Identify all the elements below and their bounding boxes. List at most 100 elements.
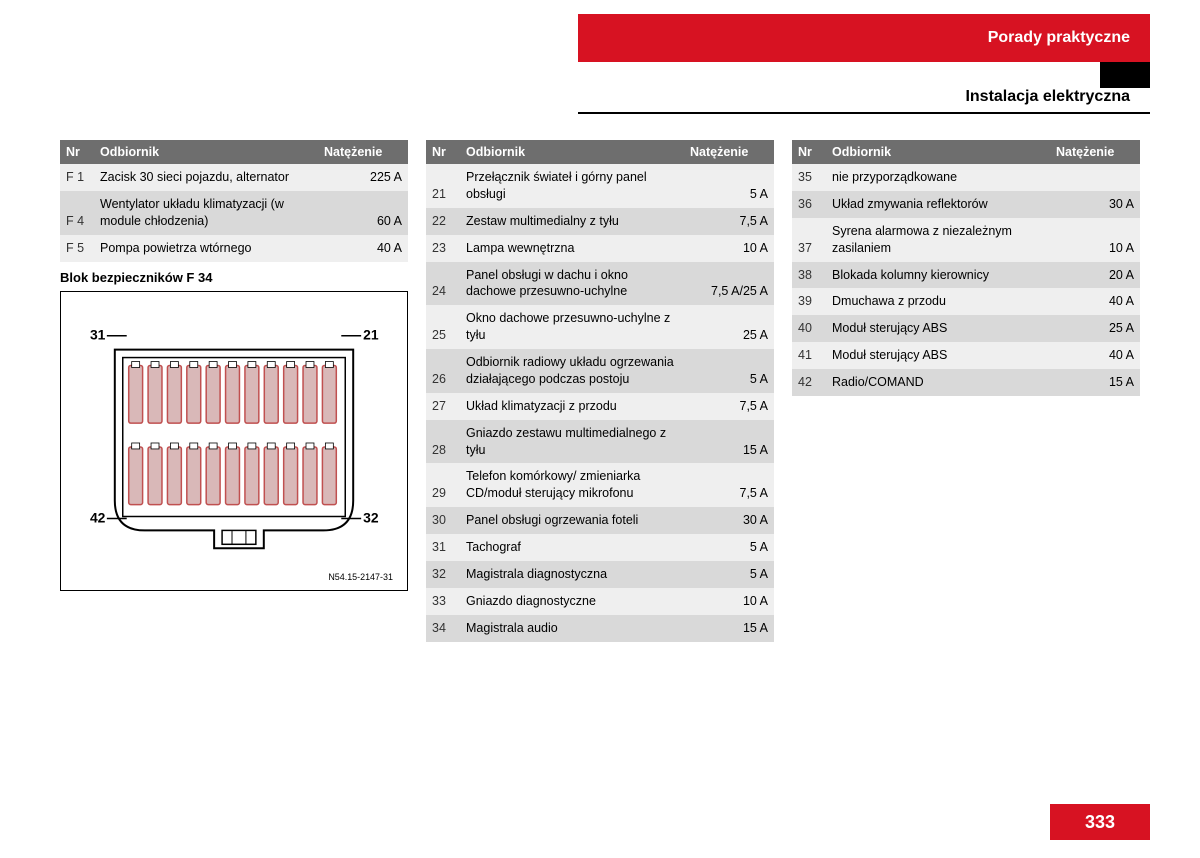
cell-desc: Układ zmywania reflektorów [826,191,1050,218]
diagram-label-42: 42 [90,509,106,525]
cell-desc: nie przyporządkowane [826,164,1050,191]
table-row: 27Układ klimatyzacji z przodu7,5 A [426,393,774,420]
fuse-table-1: Nr Odbiornik Natężenie F 1Zacisk 30 siec… [60,140,408,262]
cell-desc: Zestaw multimedialny z tyłu [460,208,684,235]
column-3: Nr Odbiornik Natężenie 35nie przyporządk… [792,140,1140,642]
cell-nr: 35 [792,164,826,191]
cell-desc: Przełącznik świateł i górny panel obsług… [460,164,684,208]
cell-desc: Odbiornik radiowy układu ogrzewania dzia… [460,349,684,393]
table-row: 31Tachograf5 A [426,534,774,561]
cell-amp: 40 A [1050,342,1140,369]
cell-nr: F 1 [60,164,94,191]
cell-amp: 7,5 A [684,208,774,235]
cell-nr: 31 [426,534,460,561]
cell-desc: Telefon komórkowy/ zmieniarka CD/moduł s… [460,463,684,507]
table-row: 33Gniazdo diagnostyczne10 A [426,588,774,615]
cell-nr: 41 [792,342,826,369]
cell-desc: Gniazdo diagnostyczne [460,588,684,615]
cell-amp: 10 A [1050,218,1140,262]
fuse-row-top [129,361,337,423]
cell-nr: 23 [426,235,460,262]
cell-nr: 40 [792,315,826,342]
table-row: F 5Pompa powietrza wtórnego40 A [60,235,408,262]
cell-amp: 5 A [684,349,774,393]
cell-nr: 24 [426,262,460,306]
black-tab [1100,62,1150,88]
table-row: F 1Zacisk 30 sieci pojazdu, alternator22… [60,164,408,191]
table-row: 37Syrena alarmowa z niezależnym zasilani… [792,218,1140,262]
table-row: 30Panel obsługi ogrzewania foteli30 A [426,507,774,534]
table-row: 36Układ zmywania reflektorów30 A [792,191,1140,218]
cell-amp: 5 A [684,164,774,208]
cell-amp: 7,5 A [684,463,774,507]
table-row: 22Zestaw multimedialny z tyłu7,5 A [426,208,774,235]
cell-amp: 30 A [684,507,774,534]
chapter-header: Porady praktyczne [578,14,1150,62]
cell-desc: Panel obsługi w dachu i okno dachowe prz… [460,262,684,306]
cell-nr: 28 [426,420,460,464]
cell-amp: 20 A [1050,262,1140,289]
cell-nr: 21 [426,164,460,208]
table-row: 26Odbiornik radiowy układu ogrzewania dz… [426,349,774,393]
table-row: 39Dmuchawa z przodu40 A [792,288,1140,315]
cell-amp: 25 A [1050,315,1140,342]
cell-nr: F 5 [60,235,94,262]
cell-nr: 22 [426,208,460,235]
cell-amp: 7,5 A [684,393,774,420]
cell-amp: 15 A [684,615,774,642]
th-nr: Nr [792,140,826,164]
cell-desc: Moduł sterujący ABS [826,342,1050,369]
table-row: 32Magistrala diagnostyczna5 A [426,561,774,588]
cell-nr: 37 [792,218,826,262]
cell-desc: Układ klimatyzacji z przodu [460,393,684,420]
cell-amp: 5 A [684,534,774,561]
fuse-table-2: Nr Odbiornik Natężenie 21Przełącznik świ… [426,140,774,642]
diagram-code: N54.15-2147-31 [328,572,393,582]
cell-amp: 40 A [318,235,408,262]
th-receiver: Odbiornik [94,140,318,164]
th-nr: Nr [60,140,94,164]
diagram-label-32: 32 [363,509,379,525]
th-receiver: Odbiornik [826,140,1050,164]
cell-amp: 10 A [684,588,774,615]
cell-amp: 10 A [684,235,774,262]
cell-desc: Magistrala diagnostyczna [460,561,684,588]
cell-amp [1050,164,1140,191]
cell-nr: 39 [792,288,826,315]
table-row: 28Gniazdo zestawu multimedialnego z tyłu… [426,420,774,464]
table-row: 41Moduł sterujący ABS40 A [792,342,1140,369]
cell-desc: Okno dachowe przesuwno-uchylne z tyłu [460,305,684,349]
table-row: 42Radio/COMAND15 A [792,369,1140,396]
table-row: F 4Wentylator układu klimatyzacji (w mod… [60,191,408,235]
th-amperage: Natężenie [1050,140,1140,164]
cell-desc: Syrena alarmowa z niezależnym zasilaniem [826,218,1050,262]
cell-desc: Panel obsługi ogrzewania foteli [460,507,684,534]
fuse-row-bottom [129,442,337,504]
table-row: 35nie przyporządkowane [792,164,1140,191]
cell-nr: 30 [426,507,460,534]
diagram-label-31: 31 [90,326,106,342]
cell-nr: 27 [426,393,460,420]
table-row: 40Moduł sterujący ABS25 A [792,315,1140,342]
cell-amp: 5 A [684,561,774,588]
cell-desc: Tachograf [460,534,684,561]
diagram-label-21: 21 [363,326,379,342]
cell-nr: 26 [426,349,460,393]
page-number: 333 [1050,804,1150,840]
content-columns: Nr Odbiornik Natężenie F 1Zacisk 30 siec… [60,140,1140,642]
cell-desc: Pompa powietrza wtórnego [94,235,318,262]
cell-desc: Gniazdo zestawu multimedialnego z tyłu [460,420,684,464]
cell-nr: 33 [426,588,460,615]
cell-nr: 29 [426,463,460,507]
cell-nr: F 4 [60,191,94,235]
cell-amp: 225 A [318,164,408,191]
cell-nr: 34 [426,615,460,642]
cell-nr: 32 [426,561,460,588]
fuse-block-title: Blok bezpieczników F 34 [60,270,408,285]
table-row: 38Blokada kolumny kierownicy20 A [792,262,1140,289]
table-row: 21Przełącznik świateł i górny panel obsł… [426,164,774,208]
table-row: 24Panel obsługi w dachu i okno dachowe p… [426,262,774,306]
cell-amp: 15 A [1050,369,1140,396]
table-row: 29Telefon komórkowy/ zmieniarka CD/moduł… [426,463,774,507]
fuse-table-3: Nr Odbiornik Natężenie 35nie przyporządk… [792,140,1140,396]
